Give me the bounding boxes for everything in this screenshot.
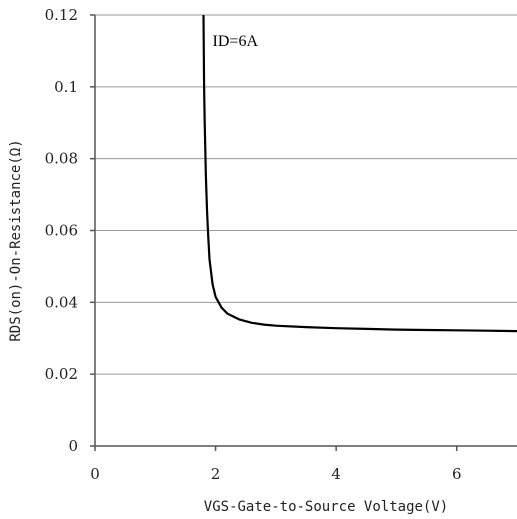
y-tick-label-5: 0.1 (54, 78, 78, 96)
curve-annotation: ID=6A (213, 33, 259, 50)
x-tick-label-2: 4 (331, 465, 341, 483)
y-tick-label-1: 0.02 (45, 365, 78, 383)
axes (90, 14, 517, 451)
x-tick-label-1: 2 (211, 465, 221, 483)
tick-labels: 0 0.02 0.04 0.06 0.08 0.1 0.12 0 2 4 6 (45, 6, 462, 483)
series-layer (202, 14, 517, 333)
y-tick-label-0: 0 (68, 437, 78, 455)
gridlines (95, 14, 517, 375)
x-axis-label: VGS-Gate-to-Source Voltage(V) (204, 499, 448, 515)
y-axis-label: RDS(on)-On-Resistance(Ω) (8, 139, 24, 341)
series-line-0 (202, 14, 517, 333)
x-tick-label-0: 0 (90, 465, 100, 483)
y-tick-label-4: 0.08 (45, 150, 78, 168)
x-tick-label-3: 6 (452, 465, 462, 483)
y-tick-label-6: 0.12 (45, 6, 78, 24)
y-tick-label-3: 0.06 (45, 222, 78, 240)
y-tick-label-2: 0.04 (45, 293, 78, 311)
